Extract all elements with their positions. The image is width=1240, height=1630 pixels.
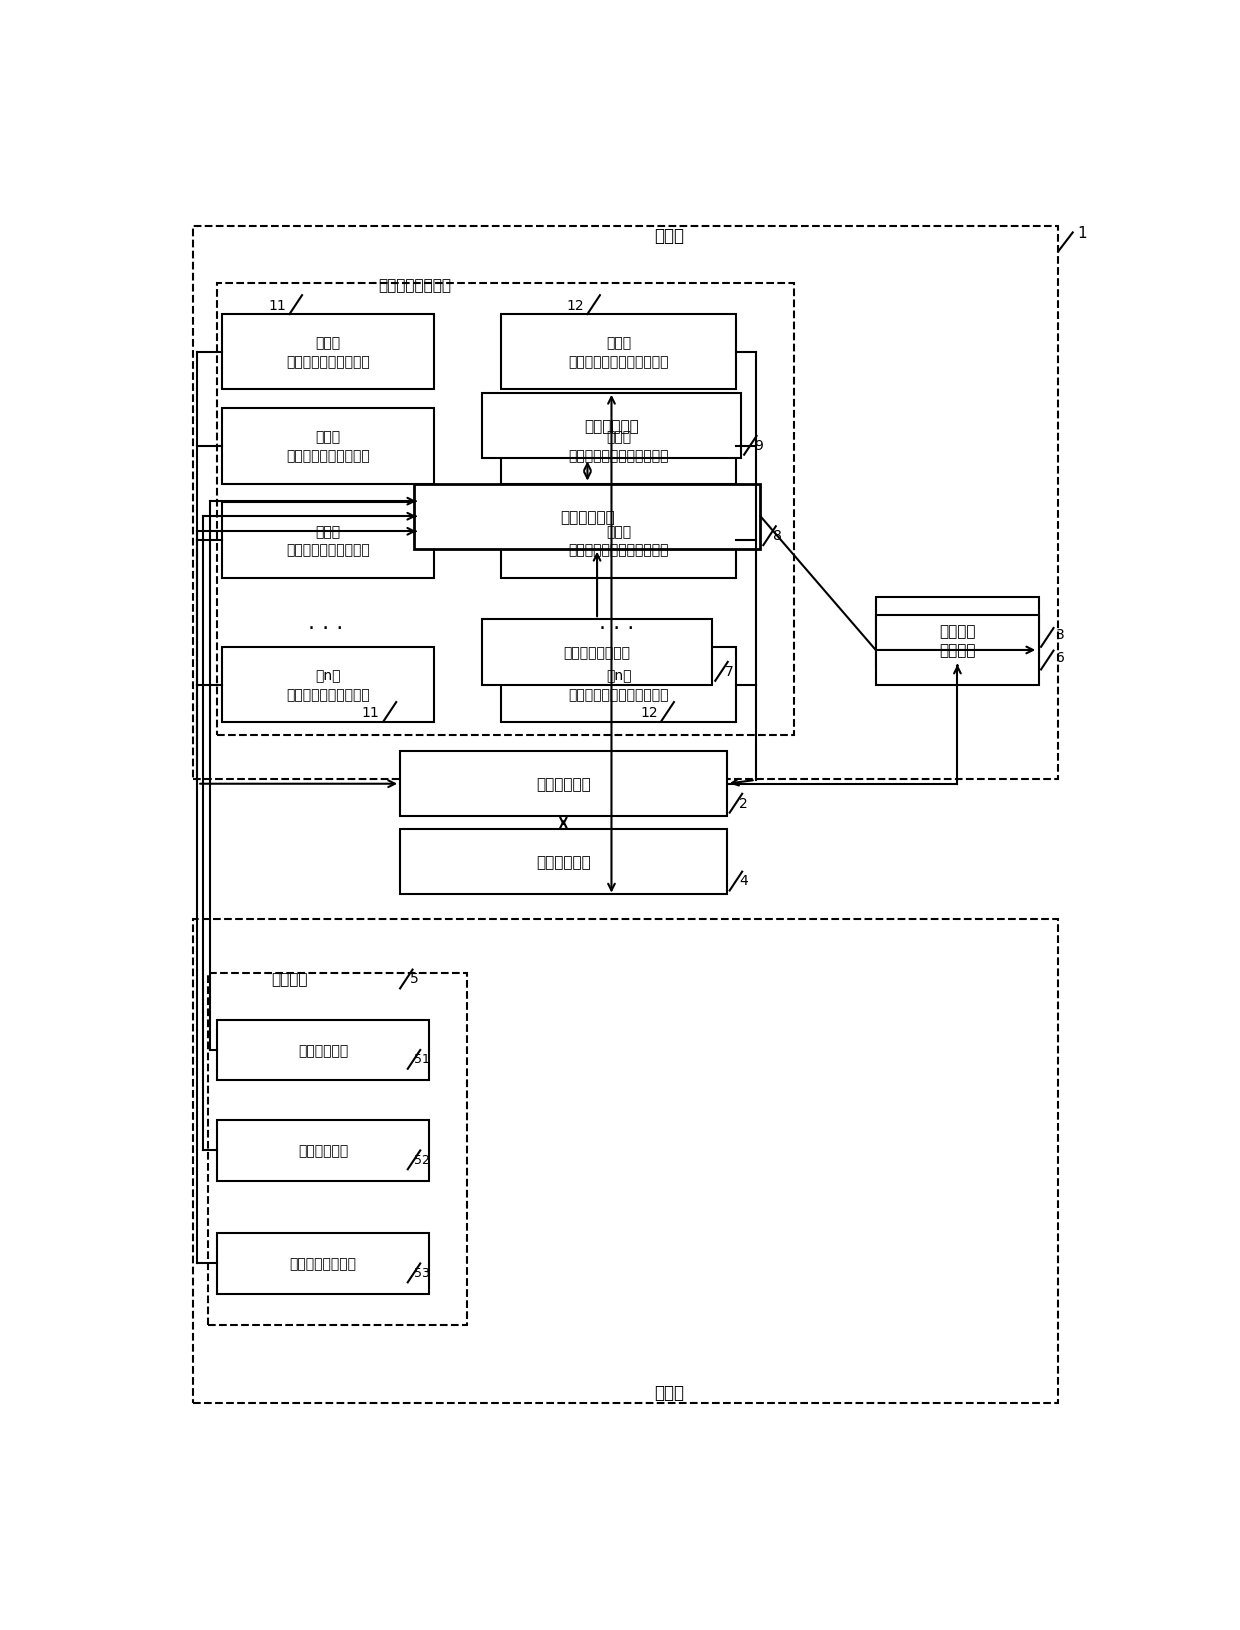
Text: 第n个
天线位置状态采集单元: 第n个 天线位置状态采集单元 xyxy=(286,668,370,701)
Bar xyxy=(217,1234,429,1294)
Bar xyxy=(401,751,727,817)
Text: 12: 12 xyxy=(567,298,584,313)
Text: 第n个
天线输出信号强度采集单元: 第n个 天线输出信号强度采集单元 xyxy=(568,668,668,701)
Bar xyxy=(875,616,1039,685)
Text: 第一通讯模块: 第一通讯模块 xyxy=(536,854,590,869)
Text: 3: 3 xyxy=(1056,628,1065,642)
Bar xyxy=(501,315,737,390)
Bar xyxy=(501,647,737,722)
Text: . . .: . . . xyxy=(309,613,343,632)
Bar xyxy=(217,1020,429,1081)
Text: 51: 51 xyxy=(414,1053,430,1066)
Text: 第二通讯模块: 第二通讯模块 xyxy=(584,419,639,434)
Text: 2: 2 xyxy=(739,795,748,810)
Bar xyxy=(875,597,1039,667)
Bar xyxy=(414,484,760,549)
Text: . . .: . . . xyxy=(599,613,634,632)
Text: 车载端: 车载端 xyxy=(655,227,684,244)
Bar xyxy=(401,830,727,895)
Text: 第一个
天线输出信号强度采集单元: 第一个 天线输出信号强度采集单元 xyxy=(568,336,668,368)
Text: 显示模块: 显示模块 xyxy=(939,644,976,659)
Bar xyxy=(481,394,742,460)
Text: 第三个
天线位置状态采集单元: 第三个 天线位置状态采集单元 xyxy=(286,525,370,557)
Text: 7: 7 xyxy=(725,665,734,678)
Bar xyxy=(222,409,434,484)
Text: 11: 11 xyxy=(268,298,286,313)
Text: 设备状态采集模块: 设备状态采集模块 xyxy=(378,279,451,293)
Text: 9: 9 xyxy=(754,438,763,453)
Text: 设备选择单元: 设备选择单元 xyxy=(298,1043,348,1058)
Text: 1: 1 xyxy=(1078,227,1087,241)
Bar xyxy=(217,284,794,735)
Bar xyxy=(481,619,713,685)
Text: 按键模块: 按键模块 xyxy=(272,971,308,986)
Text: 52: 52 xyxy=(414,1152,430,1165)
Bar xyxy=(208,973,467,1325)
Text: 6: 6 xyxy=(1056,650,1065,665)
Text: 53: 53 xyxy=(414,1267,430,1280)
Text: 信号强度采集模块: 信号强度采集模块 xyxy=(563,645,631,660)
Text: 动作选择单元: 动作选择单元 xyxy=(298,1144,348,1157)
Bar xyxy=(217,1120,429,1180)
Text: 预设组合功能单元: 预设组合功能单元 xyxy=(290,1257,357,1271)
Text: 11: 11 xyxy=(362,706,379,720)
Text: 8: 8 xyxy=(773,528,781,543)
Text: 第二个
天线位置状态采集单元: 第二个 天线位置状态采集单元 xyxy=(286,430,370,463)
Text: 第二处理模块: 第二处理模块 xyxy=(560,510,615,525)
Bar xyxy=(222,647,434,722)
Bar xyxy=(222,504,434,579)
Text: 手控端: 手控端 xyxy=(655,1382,684,1400)
Bar xyxy=(193,919,1058,1403)
Text: 12: 12 xyxy=(640,706,658,720)
Bar xyxy=(193,227,1058,779)
Text: 4: 4 xyxy=(739,874,748,888)
Text: 控制模块: 控制模块 xyxy=(939,624,976,639)
Bar xyxy=(501,504,737,579)
Text: 5: 5 xyxy=(409,971,418,986)
Text: 第二个
天线输出信号强度采集单元: 第二个 天线输出信号强度采集单元 xyxy=(568,430,668,463)
Bar xyxy=(501,409,737,484)
Text: 第一个
天线位置状态采集单元: 第一个 天线位置状态采集单元 xyxy=(286,336,370,368)
Bar xyxy=(222,315,434,390)
Text: 第三个
天线输出信号强度采集单元: 第三个 天线输出信号强度采集单元 xyxy=(568,525,668,557)
Text: 第一处理模块: 第一处理模块 xyxy=(536,778,590,792)
